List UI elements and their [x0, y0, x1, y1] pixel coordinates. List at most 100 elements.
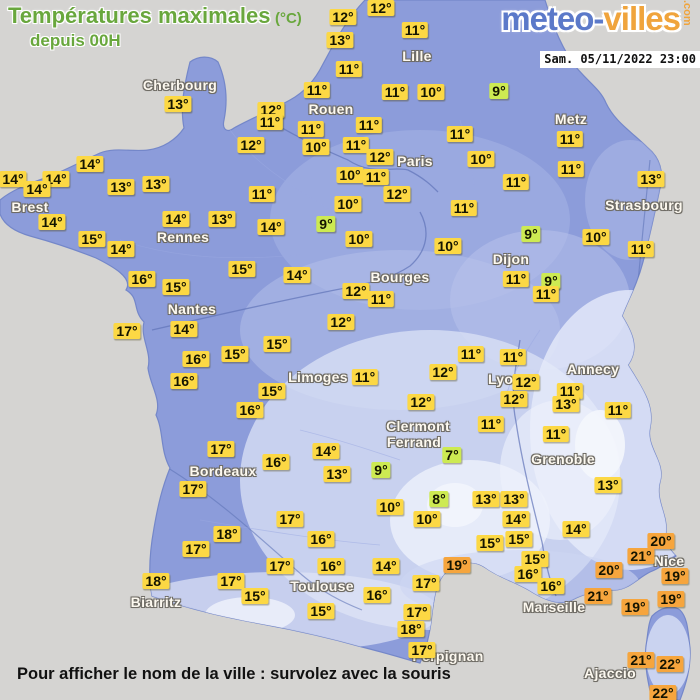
temp-badge[interactable]: 16°: [537, 578, 565, 594]
temp-badge[interactable]: 15°: [221, 346, 249, 362]
temp-badge[interactable]: 10°: [376, 499, 404, 515]
temp-badge[interactable]: 21°: [627, 548, 655, 564]
temp-badge[interactable]: 11°: [499, 349, 527, 365]
temp-badge[interactable]: 16°: [363, 587, 391, 603]
temp-badge[interactable]: 14°: [372, 558, 400, 574]
temp-badge[interactable]: 13°: [594, 477, 622, 493]
temp-badge[interactable]: 11°: [627, 241, 655, 257]
temp-badge[interactable]: 11°: [256, 114, 284, 130]
temp-badge[interactable]: 11°: [557, 161, 585, 177]
temp-badge[interactable]: 11°: [446, 126, 474, 142]
temp-badge[interactable]: 12°: [407, 394, 435, 410]
temp-badge[interactable]: 12°: [367, 0, 395, 16]
temp-badge[interactable]: 15°: [307, 603, 335, 619]
temp-badge[interactable]: 10°: [417, 84, 445, 100]
temp-badge[interactable]: 11°: [303, 82, 331, 98]
temp-badge[interactable]: 11°: [367, 291, 395, 307]
temp-badge[interactable]: 16°: [170, 373, 198, 389]
temp-badge[interactable]: 22°: [649, 685, 677, 700]
temp-badge[interactable]: 12°: [342, 283, 370, 299]
temp-badge[interactable]: 11°: [351, 369, 379, 385]
temp-badge[interactable]: 12°: [500, 391, 528, 407]
temp-badge[interactable]: 12°: [327, 314, 355, 330]
temp-badge[interactable]: 17°: [113, 323, 141, 339]
temp-badge[interactable]: 13°: [472, 491, 500, 507]
temp-badge[interactable]: 10°: [302, 139, 330, 155]
temp-badge[interactable]: 11°: [342, 137, 370, 153]
temp-badge[interactable]: 16°: [317, 558, 345, 574]
temp-badge[interactable]: 16°: [262, 454, 290, 470]
temp-badge[interactable]: 13°: [164, 96, 192, 112]
temp-badge[interactable]: 10°: [334, 196, 362, 212]
temp-badge[interactable]: 12°: [237, 137, 265, 153]
temp-badge[interactable]: 16°: [514, 566, 542, 582]
temp-badge[interactable]: 15°: [505, 531, 533, 547]
temp-badge[interactable]: 21°: [584, 588, 612, 604]
temp-badge[interactable]: 10°: [582, 229, 610, 245]
temp-badge[interactable]: 8°: [429, 491, 449, 507]
temp-badge[interactable]: 14°: [38, 214, 66, 230]
temp-badge[interactable]: 13°: [142, 176, 170, 192]
temp-badge[interactable]: 14°: [283, 267, 311, 283]
temp-badge[interactable]: 17°: [412, 575, 440, 591]
temp-badge[interactable]: 19°: [661, 568, 689, 584]
temp-badge[interactable]: 15°: [476, 535, 504, 551]
temp-badge[interactable]: 13°: [637, 171, 665, 187]
temp-badge[interactable]: 11°: [604, 402, 632, 418]
temp-badge[interactable]: 14°: [257, 219, 285, 235]
temp-badge[interactable]: 13°: [552, 396, 580, 412]
temp-badge[interactable]: 16°: [236, 402, 264, 418]
temp-badge[interactable]: 19°: [657, 591, 685, 607]
temp-badge[interactable]: 9°: [316, 216, 336, 232]
temp-badge[interactable]: 21°: [627, 652, 655, 668]
temp-badge[interactable]: 18°: [213, 526, 241, 542]
temp-badge[interactable]: 11°: [362, 169, 390, 185]
temp-badge[interactable]: 11°: [248, 186, 276, 202]
temp-badge[interactable]: 11°: [381, 84, 409, 100]
temp-badge[interactable]: 19°: [621, 599, 649, 615]
temp-badge[interactable]: 14°: [162, 211, 190, 227]
temp-badge[interactable]: 10°: [345, 231, 373, 247]
temp-badge[interactable]: 13°: [500, 491, 528, 507]
temp-badge[interactable]: 18°: [142, 573, 170, 589]
temp-badge[interactable]: 9°: [521, 226, 541, 242]
temp-badge[interactable]: 17°: [182, 541, 210, 557]
temp-badge[interactable]: 17°: [179, 481, 207, 497]
temp-badge[interactable]: 11°: [457, 346, 485, 362]
temp-badge[interactable]: 13°: [326, 32, 354, 48]
temp-badge[interactable]: 14°: [312, 443, 340, 459]
temp-badge[interactable]: 11°: [556, 383, 584, 399]
temp-badge[interactable]: 14°: [170, 321, 198, 337]
temp-badge[interactable]: 12°: [383, 186, 411, 202]
temp-badge[interactable]: 10°: [413, 511, 441, 527]
temp-badge[interactable]: 20°: [595, 562, 623, 578]
temp-badge[interactable]: 7°: [442, 447, 462, 463]
temp-badge[interactable]: 11°: [450, 200, 478, 216]
temp-badge[interactable]: 11°: [502, 174, 530, 190]
temp-badge[interactable]: 10°: [467, 151, 495, 167]
temp-badge[interactable]: 12°: [366, 149, 394, 165]
temp-badge[interactable]: 15°: [258, 383, 286, 399]
temp-badge[interactable]: 15°: [228, 261, 256, 277]
temp-badge[interactable]: 22°: [656, 656, 684, 672]
temp-badge[interactable]: 9°: [371, 462, 391, 478]
temp-badge[interactable]: 16°: [128, 271, 156, 287]
temp-badge[interactable]: 19°: [443, 557, 471, 573]
temp-badge[interactable]: 14°: [76, 156, 104, 172]
temp-badge[interactable]: 17°: [207, 441, 235, 457]
temp-badge[interactable]: 13°: [208, 211, 236, 227]
temp-badge[interactable]: 15°: [263, 336, 291, 352]
temp-badge[interactable]: 11°: [556, 131, 584, 147]
temp-badge[interactable]: 15°: [162, 279, 190, 295]
temp-badge[interactable]: 12°: [512, 374, 540, 390]
temp-badge[interactable]: 17°: [276, 511, 304, 527]
temp-badge[interactable]: 13°: [323, 466, 351, 482]
temp-badge[interactable]: 14°: [562, 521, 590, 537]
temp-badge[interactable]: 11°: [335, 61, 363, 77]
temp-badge[interactable]: 15°: [78, 231, 106, 247]
temp-badge[interactable]: 14°: [23, 181, 51, 197]
temp-badge[interactable]: 16°: [182, 351, 210, 367]
temp-badge[interactable]: 17°: [266, 558, 294, 574]
temp-badge[interactable]: 14°: [502, 511, 530, 527]
temp-badge[interactable]: 12°: [429, 364, 457, 380]
